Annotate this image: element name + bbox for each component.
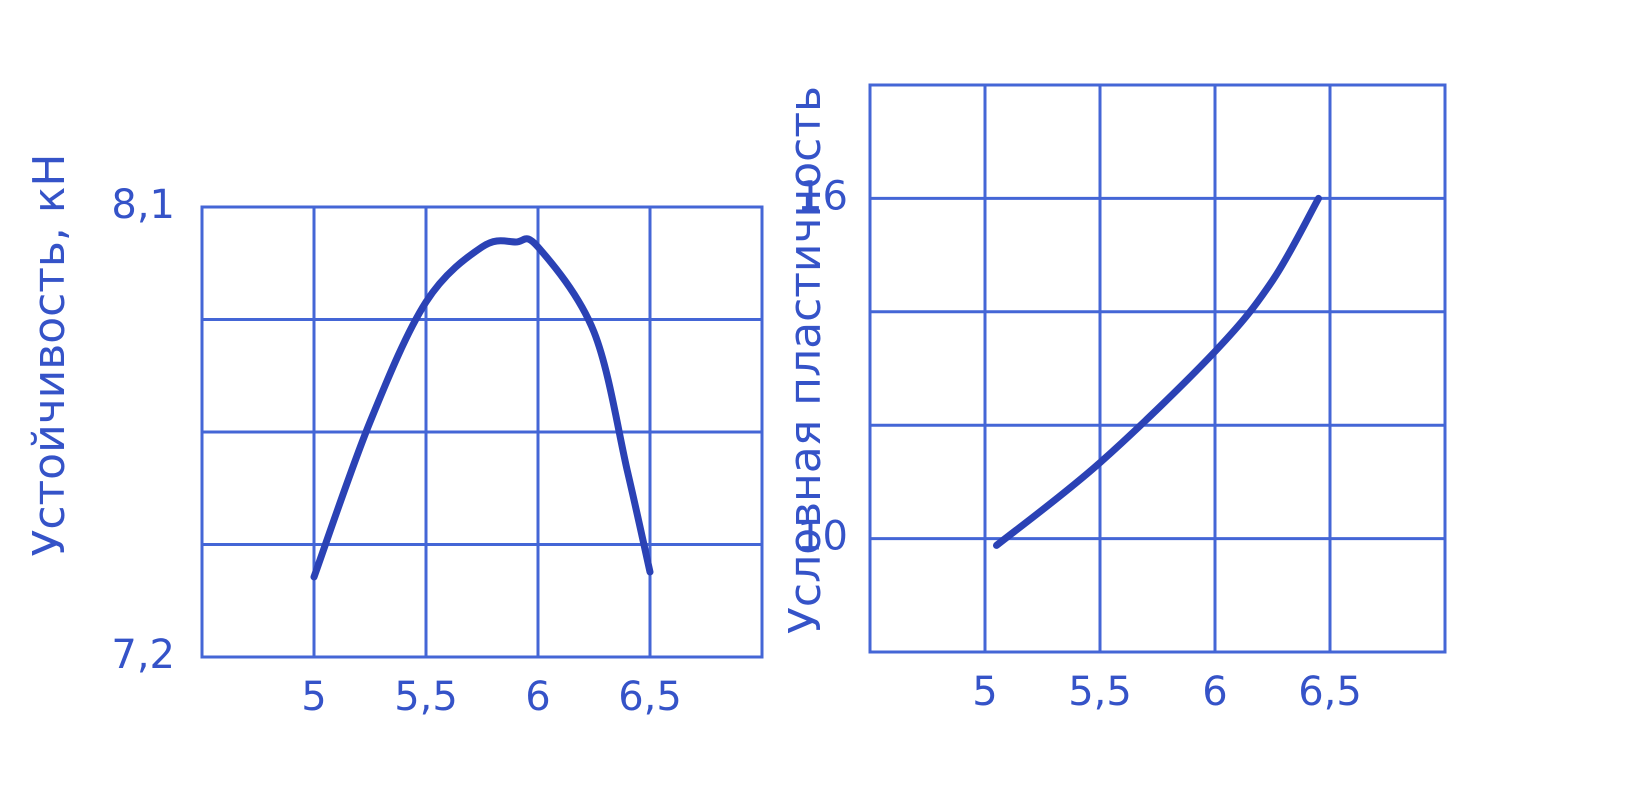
plot-frame — [868, 83, 1447, 654]
data-line — [993, 194, 1322, 549]
y-axis-label: Устойчивость, кН — [24, 154, 75, 557]
x-tick-label: 6,5 — [1298, 669, 1362, 715]
y-axis-label: Условная пластичность — [780, 86, 831, 634]
x-tick-label: 5,5 — [394, 674, 458, 720]
y-tick-label: 8,1 — [111, 182, 175, 228]
x-tick-label: 6 — [1202, 669, 1227, 715]
x-tick-label: 5 — [301, 674, 326, 720]
x-tick-label: 5 — [972, 669, 997, 715]
x-tick-label: 6,5 — [618, 674, 682, 720]
y-tick-label: 10 — [797, 514, 848, 560]
x-tick-label: 6 — [525, 674, 550, 720]
data-line — [310, 235, 654, 581]
y-tick-label: 16 — [797, 173, 848, 219]
y-tick-label: 7,2 — [111, 632, 175, 678]
x-tick-label: 5,5 — [1068, 669, 1132, 715]
